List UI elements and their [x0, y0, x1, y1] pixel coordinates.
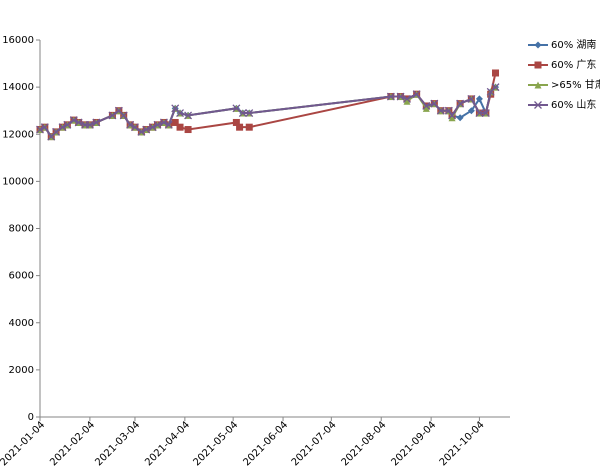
- point: [422, 102, 431, 110]
- x-tick-label: 2021-03-04: [93, 419, 142, 468]
- point: [69, 116, 78, 125]
- point: [386, 92, 395, 101]
- y-tick-label: 4000: [9, 318, 34, 329]
- point: [467, 107, 475, 115]
- y-tick-label: 6000: [9, 271, 34, 282]
- point: [153, 120, 162, 129]
- point: [245, 123, 253, 131]
- legend-marker: [534, 81, 542, 89]
- legend-marker: [534, 101, 542, 109]
- point: [467, 94, 476, 103]
- legend-label: 60% 山东: [551, 98, 596, 111]
- x-tick-label: 2021-09-04: [389, 419, 438, 468]
- y-tick-label: 0: [28, 412, 34, 423]
- point: [475, 109, 484, 118]
- point: [430, 99, 439, 108]
- point: [403, 97, 411, 105]
- x-tick-label: 2021-04-04: [143, 419, 192, 468]
- x-tick-label: 2021-05-04: [192, 419, 241, 468]
- point: [492, 69, 500, 77]
- point: [36, 125, 44, 134]
- x-tick-label: 2021-08-04: [340, 419, 389, 468]
- point: [74, 118, 83, 127]
- point: [108, 111, 117, 120]
- point: [444, 106, 453, 115]
- y-tick-label: 16000: [2, 35, 34, 46]
- point: [184, 126, 192, 134]
- point: [142, 125, 151, 134]
- point: [159, 118, 168, 127]
- point: [85, 120, 94, 129]
- point: [52, 127, 61, 136]
- point: [436, 106, 445, 115]
- point: [176, 123, 184, 131]
- point: [448, 111, 457, 120]
- legend-label: 60% 湖南: [551, 38, 596, 51]
- x-tick-label: 2021-07-04: [290, 419, 339, 468]
- y-tick-label: 8000: [9, 224, 34, 235]
- point: [236, 123, 244, 131]
- point: [92, 118, 101, 127]
- x-tick-label: 2021-06-04: [241, 419, 290, 468]
- point: [396, 92, 405, 101]
- point: [403, 94, 411, 103]
- point: [232, 118, 240, 126]
- point: [232, 104, 241, 113]
- x-tick-label: 2021-01-04: [0, 419, 47, 468]
- point: [238, 109, 247, 118]
- point: [164, 120, 173, 129]
- point: [131, 123, 139, 132]
- legend-marker: [534, 61, 542, 69]
- point: [148, 123, 157, 132]
- y-tick-label: 10000: [2, 176, 34, 187]
- point: [40, 123, 49, 132]
- point: [422, 104, 430, 112]
- point: [245, 109, 254, 118]
- point: [491, 83, 500, 92]
- x-tick-label: 2021-10-04: [438, 419, 487, 468]
- y-tick-label: 14000: [2, 82, 34, 93]
- legend-label: 60% 广东: [551, 58, 596, 71]
- legend-marker: [534, 41, 542, 49]
- point: [119, 111, 128, 120]
- point: [137, 127, 146, 136]
- point: [126, 120, 135, 129]
- legend-label: >65% 甘肃: [551, 78, 600, 91]
- point: [412, 90, 421, 99]
- series-line: [39, 86, 497, 139]
- point: [448, 114, 456, 122]
- point: [456, 114, 464, 122]
- x-tick-label: 2021-02-04: [48, 419, 97, 468]
- point: [184, 111, 193, 120]
- point: [171, 118, 179, 126]
- point: [456, 99, 465, 108]
- y-tick-label: 12000: [2, 129, 34, 140]
- point: [63, 120, 72, 129]
- point: [58, 123, 67, 132]
- point: [481, 109, 490, 118]
- point: [176, 109, 184, 118]
- point: [475, 95, 483, 103]
- y-tick-label: 2000: [9, 365, 34, 376]
